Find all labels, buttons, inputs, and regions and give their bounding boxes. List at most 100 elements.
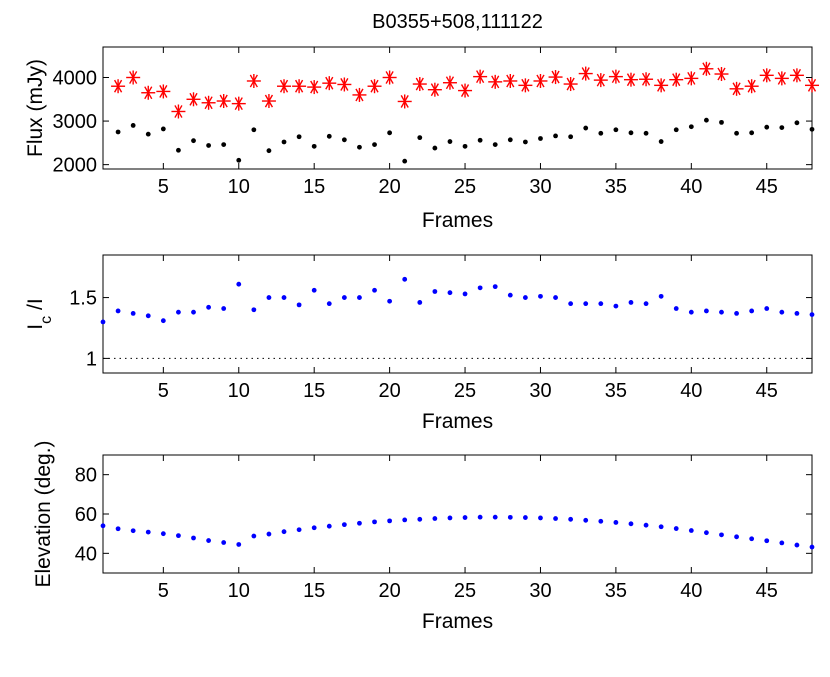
panel-3: 5 10 15 20 25 30 35 40 45 40 60 80 Frames Elevation (… (32, 440, 815, 633)
y-tick-label: 1 (86, 348, 97, 370)
data-point-asterisk (789, 68, 804, 83)
data-point (538, 293, 543, 299)
x-tick-label: 35 (605, 380, 627, 402)
data-point-asterisk (412, 77, 427, 92)
data-point (794, 120, 800, 126)
data-point (704, 530, 709, 536)
data-point (130, 310, 136, 316)
data-point (779, 309, 785, 315)
data-point (357, 520, 362, 526)
y-axis-label: Flux (mJy) (24, 59, 47, 157)
data-point (266, 148, 272, 154)
data-point-asterisk (261, 94, 276, 109)
data-point (115, 526, 121, 532)
data-point (311, 287, 317, 293)
data-point (522, 295, 528, 300)
data-point (206, 304, 211, 310)
data-point (221, 540, 227, 545)
data-point-asterisk (337, 77, 352, 92)
data-point (734, 310, 739, 316)
data-point (658, 524, 664, 530)
data-point-asterisk (111, 79, 126, 94)
data-point (191, 138, 196, 144)
panel-2: 5 10 15 20 25 30 35 40 45 1 1.5 Frames Ic /I (24, 254, 815, 433)
data-point-asterisk (654, 78, 669, 93)
data-point (764, 538, 770, 544)
chart-title: B0355+508,111122 (372, 11, 543, 33)
data-point (311, 143, 317, 149)
data-point (296, 527, 302, 533)
x-tick-label: 40 (680, 580, 702, 602)
y-tick-label: 60 (75, 504, 97, 526)
data-point (402, 158, 408, 164)
data-point (447, 515, 453, 521)
data-point-asterisk (352, 87, 367, 102)
x-tick-label: 45 (756, 580, 778, 602)
data-point (462, 515, 468, 520)
data-point-asterisk (533, 73, 548, 88)
data-point (749, 130, 755, 136)
data-point (794, 542, 800, 548)
data-point-asterisk (699, 61, 714, 76)
data-point (477, 285, 483, 291)
x-tick-label: 35 (605, 580, 627, 602)
data-point-asterisk (774, 71, 789, 86)
data-point (809, 126, 815, 132)
data-point (809, 312, 815, 318)
data-point (477, 137, 483, 143)
data-point (794, 310, 800, 316)
data-point (749, 536, 755, 542)
data-point (704, 117, 709, 123)
data-point (100, 319, 106, 325)
data-point (296, 134, 302, 140)
x-tick-label: 25 (454, 176, 476, 198)
data-point (462, 143, 468, 149)
x-tick-label: 45 (756, 380, 778, 402)
data-point-asterisk (488, 74, 503, 89)
data-point (176, 533, 181, 539)
data-point (628, 130, 634, 136)
data-point (432, 145, 438, 151)
data-point (643, 301, 649, 307)
data-point (628, 521, 634, 527)
data-point (764, 306, 770, 311)
data-point (191, 309, 196, 315)
data-point (266, 295, 272, 300)
data-point (688, 528, 694, 533)
data-point-asterisk (563, 77, 578, 92)
x-tick-label: 5 (158, 580, 169, 602)
x-tick-label: 15 (303, 176, 325, 198)
data-point (221, 306, 227, 311)
data-point (779, 540, 785, 546)
x-tick-label: 35 (605, 176, 627, 198)
data-point (522, 515, 528, 520)
x-tick-label: 20 (378, 380, 400, 402)
data-point (251, 127, 257, 133)
data-point (341, 522, 347, 528)
y-axis-label: Elevation (deg.) (32, 440, 55, 587)
data-point (568, 516, 574, 522)
x-axis-label: Frames (422, 610, 493, 633)
x-tick-label: 5 (158, 176, 169, 198)
data-point-asterisk (367, 79, 382, 94)
data-point-asterisk (593, 73, 608, 88)
data-point (266, 531, 272, 537)
data-point (387, 130, 393, 136)
data-point (372, 142, 377, 148)
y-tick-label: 4000 (53, 68, 98, 90)
data-point-asterisk (442, 75, 457, 90)
data-point (341, 295, 347, 300)
data-point (130, 528, 136, 534)
data-point (583, 125, 589, 131)
data-point-asterisk (201, 95, 216, 110)
data-point (673, 127, 679, 133)
data-point (492, 142, 498, 148)
data-point (281, 295, 287, 300)
data-point-asterisk (669, 72, 684, 87)
x-tick-label: 25 (454, 580, 476, 602)
data-point (432, 289, 438, 294)
data-point (628, 300, 634, 305)
data-point (417, 135, 423, 141)
data-point (251, 307, 257, 313)
data-point (477, 514, 483, 520)
